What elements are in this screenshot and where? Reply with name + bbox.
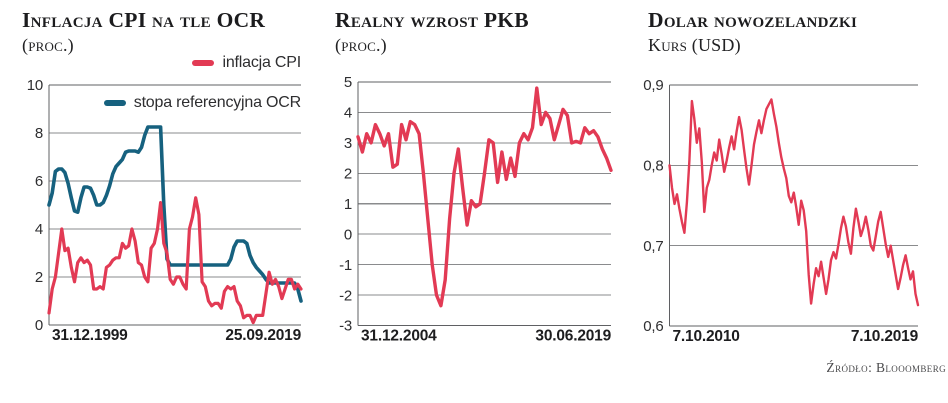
y-tick-label: 2	[35, 269, 43, 286]
y-tick-label: 0,8	[643, 158, 663, 175]
x-date-label-start: 31.12.1999	[52, 327, 128, 344]
y-tick-label: 4	[344, 105, 352, 122]
y-tick-label: 10	[27, 77, 43, 94]
ocr-legend-swatch	[103, 100, 126, 106]
x-date-label-start: 7.10.2010	[673, 328, 740, 345]
x-date-label-end: 30.06.2019	[535, 328, 611, 345]
y-tick-label: -1	[339, 257, 352, 274]
series-line-realny-wzrost-pkb	[356, 86, 613, 308]
cpi-legend-swatch	[192, 60, 215, 66]
ocr-legend-label: stopa referencyjna OCR	[133, 94, 301, 111]
chart-3-subtitle: Kurs (USD)	[648, 35, 741, 55]
y-tick-label: 3	[344, 135, 352, 152]
y-tick-label: 6	[35, 173, 43, 190]
source-credit: Źródło: Blooomberg	[826, 360, 946, 375]
pkb-plot: -3 -2 -1 0 1 2 3 4 5 31.12.2004 30.06.2019	[339, 74, 613, 345]
y-tick-label: 0	[344, 226, 352, 243]
y-tick-label: 2	[344, 166, 352, 183]
y-tick-label: 0,6	[643, 318, 663, 335]
cpi-legend-label: inflacja CPI	[222, 54, 301, 71]
x-date-label-end: 25.09.2019	[225, 327, 301, 344]
y-tick-label: 4	[35, 221, 43, 238]
nzd-usd-plot: 0,6 0,7 0,8 0,9 7.10.2010 7.10.2019	[643, 77, 920, 345]
series-line-stopa-referencyjna-ocr	[47, 125, 303, 303]
legend-item-inflacja-cpi: inflacja CPI	[192, 54, 301, 72]
series-line-inflacja-cpi	[47, 196, 303, 325]
y-tick-label: 0,9	[643, 77, 663, 94]
chart-2-subtitle: (proc.)	[335, 35, 387, 55]
chart-1-title: Inflacja CPI na tle OCR	[22, 8, 266, 32]
y-tick-label: 0,7	[643, 238, 663, 255]
series-line-kurs-nzd-usd	[668, 98, 920, 307]
chart-3-title: Dolar nowozelandzki	[648, 8, 858, 32]
x-date-label-start: 31.12.2004	[361, 328, 437, 345]
chart-1-subtitle: (proc.)	[22, 35, 74, 55]
y-tick-label: -3	[339, 318, 352, 335]
x-date-label-end: 7.10.2019	[851, 328, 919, 345]
legend-item-stopa-ocr: stopa referencyjna OCR	[103, 94, 301, 112]
y-tick-label: 1	[344, 196, 352, 213]
y-tick-label: -2	[339, 287, 352, 304]
chart-2-title: Realny wzrost PKB	[335, 8, 529, 32]
y-tick-label: 5	[344, 74, 352, 91]
y-tick-label: 0	[35, 317, 43, 334]
cpi-ocr-plot: 0 2 4 6 8 10 31.12.1999 25.09.2019	[27, 77, 303, 344]
y-tick-label: 8	[35, 125, 43, 142]
